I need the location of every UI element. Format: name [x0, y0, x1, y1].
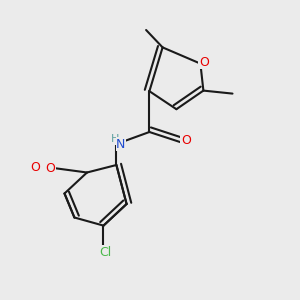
Text: Cl: Cl	[99, 245, 111, 259]
Text: O: O	[181, 134, 190, 148]
Text: O: O	[30, 161, 40, 174]
Text: O: O	[46, 161, 55, 175]
Text: O: O	[199, 56, 209, 69]
Text: N: N	[116, 137, 126, 151]
Text: H: H	[111, 134, 119, 145]
